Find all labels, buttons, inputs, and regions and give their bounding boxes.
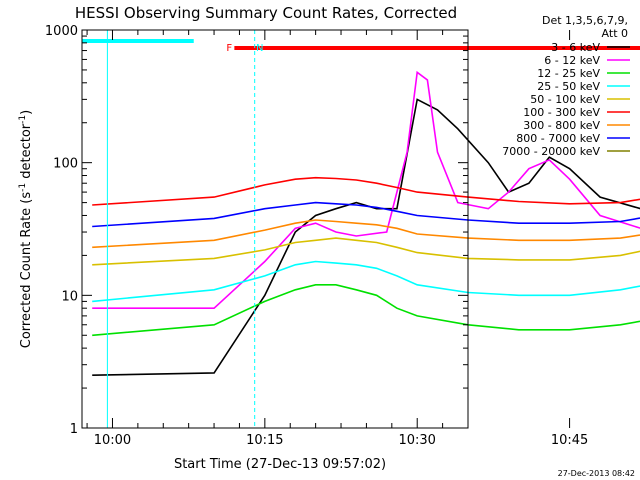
y-tick-label: 100 — [53, 157, 78, 172]
y-tick-label: 1 — [70, 422, 78, 437]
red-interval-bar — [234, 46, 640, 50]
legend-label: 6 - 12 keV — [544, 54, 600, 67]
y-tick-label: 1000 — [45, 24, 78, 39]
chart-title: HESSI Observing Summary Count Rates, Cor… — [75, 4, 457, 22]
series-line-7 — [92, 219, 640, 249]
series-line-4 — [92, 260, 640, 303]
series-line-1 — [92, 98, 640, 376]
footer-timestamp: 27-Dec-2013 08:42 — [558, 469, 635, 478]
series-line-6 — [92, 176, 640, 206]
series-line-2 — [92, 70, 640, 310]
x-tick-label: 10:30 — [398, 433, 435, 448]
legend-header-2: Att 0 — [602, 27, 628, 40]
y-axis-label-main: Corrected Count Rate (s — [19, 192, 34, 349]
y-axis-label: Corrected Count Rate (s-1 detector-1) — [18, 110, 34, 348]
x-axis-label: Start Time (27-Dec-13 09:57:02) — [174, 457, 386, 472]
legend-label: 3 - 6 keV — [551, 41, 600, 54]
legend-label: 50 - 100 keV — [530, 93, 600, 106]
y-axis-label-exp2: -1 — [18, 115, 28, 124]
series-layer — [92, 70, 640, 376]
y-axis-label-exp1: -1 — [18, 183, 28, 192]
marker-label: N — [256, 43, 263, 54]
y-axis-label-mid: detector — [19, 123, 34, 183]
legend-label: 800 - 7000 keV — [516, 132, 600, 145]
x-tick-label: 10:00 — [94, 433, 131, 448]
y-axis-label-end: ) — [19, 110, 34, 115]
legend-label: 300 - 800 keV — [523, 119, 600, 132]
legend-label: 25 - 50 keV — [537, 80, 600, 93]
series-line-3 — [92, 283, 640, 337]
x-tick-label: 10:15 — [246, 433, 283, 448]
legend-label: 7000 - 20000 keV — [502, 145, 600, 158]
series-line-5 — [92, 237, 640, 266]
x-tick-label: 10:45 — [551, 433, 588, 448]
y-axis: 1 10 100 1000 — [45, 24, 468, 437]
cyan-interval-bar — [82, 39, 194, 43]
y-tick-label: 10 — [61, 289, 78, 304]
series-line-8 — [92, 201, 640, 228]
legend-label: 12 - 25 keV — [537, 67, 600, 80]
legend-header-1: Det 1,3,5,6,7,9, — [542, 14, 628, 27]
plot-frame — [81, 29, 469, 429]
marker-label: F — [226, 43, 232, 54]
legend-label: 100 - 300 keV — [523, 106, 600, 119]
